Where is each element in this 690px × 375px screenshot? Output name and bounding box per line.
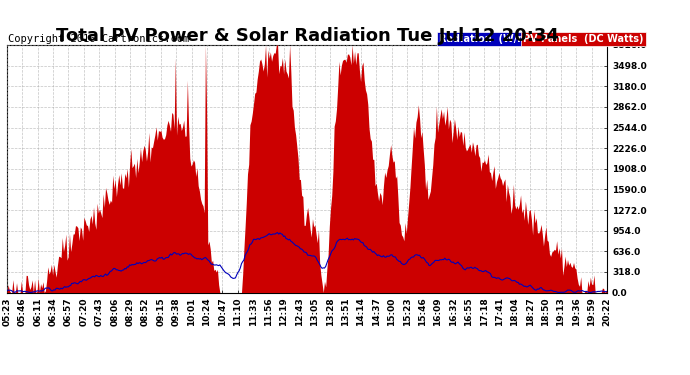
Title: Total PV Power & Solar Radiation Tue Jul 12 20:34: Total PV Power & Solar Radiation Tue Jul… xyxy=(56,27,558,45)
Text: PV Panels  (DC Watts): PV Panels (DC Watts) xyxy=(523,34,644,44)
Text: Copyright 2016 Cartronics.com: Copyright 2016 Cartronics.com xyxy=(8,34,189,44)
Text: Radiation  (W/m2): Radiation (W/m2) xyxy=(439,34,539,44)
